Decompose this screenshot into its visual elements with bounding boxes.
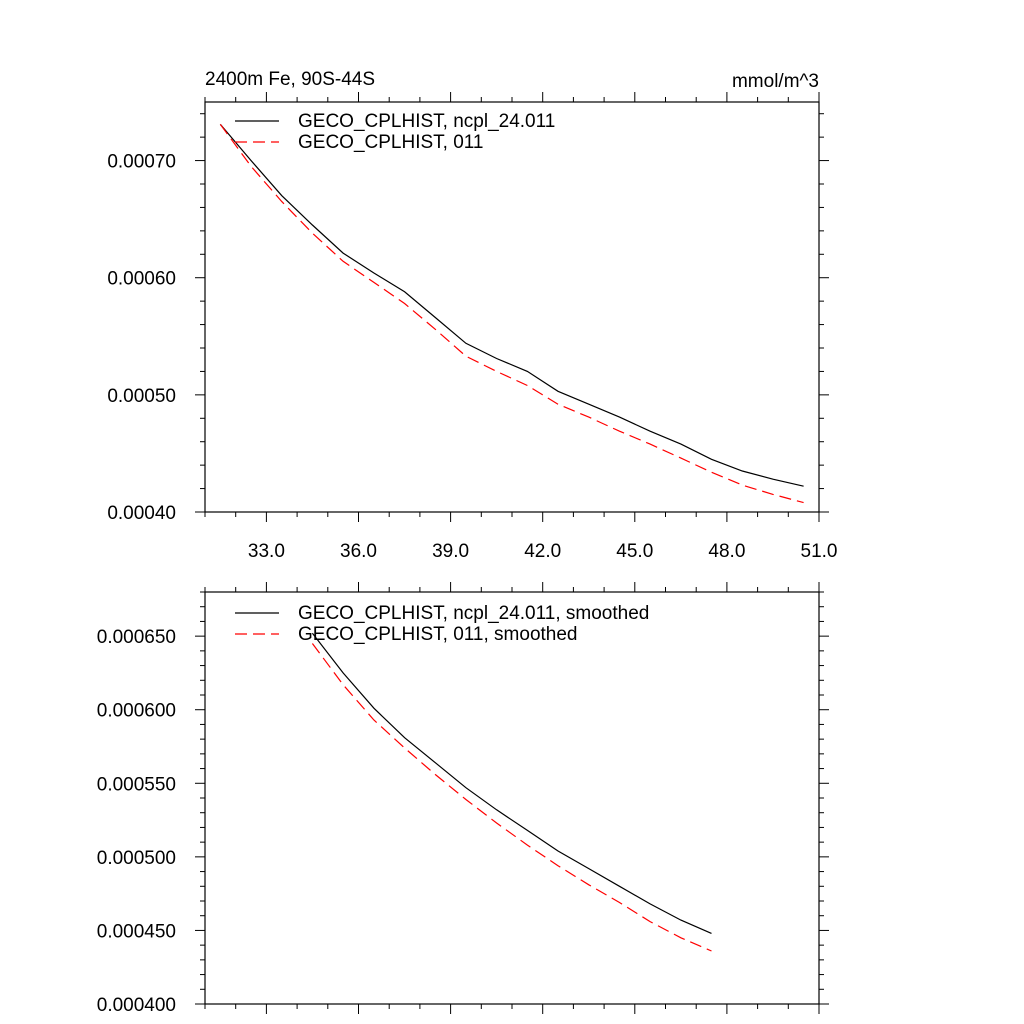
x-tick-label: 36.0: [340, 541, 377, 562]
x-tick-label: 45.0: [616, 541, 653, 562]
y-tick-label: 0.000450: [97, 921, 176, 942]
y-tick-label: 0.00040: [107, 503, 176, 524]
y-tick-label: 0.000500: [97, 848, 176, 869]
units-label: mmol/m^3: [732, 71, 819, 92]
bottom-panel: 0.000400 0.000450 0.000500 0.000550 0.000600…: [97, 582, 829, 1016]
legend-label-0: GECO_CPLHIST, ncpl_24.011: [298, 111, 555, 132]
plot-frame: [204, 101, 820, 513]
chart-title: 2400m Fe, 90S-44S: [205, 69, 375, 90]
series-line-0: [219, 123, 804, 487]
y-tick-label: 0.000550: [97, 774, 176, 795]
y-tick-label: 0.000600: [97, 701, 176, 722]
y-tick-label: 0.000650: [97, 627, 176, 648]
x-tick-label: 33.0: [248, 541, 285, 562]
y-tick-label: 0.00070: [107, 152, 176, 173]
top-panel: 33.0 36.0 39.0 42.0 45.0 48.0 51.0 0.00040 0.000…: [107, 69, 837, 562]
y-tick-label: 0.00060: [107, 269, 176, 290]
x-tick-label: 39.0: [432, 541, 469, 562]
series-line-1: [219, 123, 804, 504]
legend-label-0: GECO_CPLHIST, ncpl_24.011, smoothed: [298, 603, 649, 624]
y-tick-label: 0.00050: [107, 386, 176, 407]
x-tick-label: 48.0: [708, 541, 745, 562]
y-tick-label: 0.000400: [97, 995, 176, 1016]
x-tick-label: 42.0: [524, 541, 561, 562]
plot-frame: [204, 591, 820, 1005]
series-line-0: [311, 632, 712, 934]
series-line-1: [311, 643, 712, 952]
legend-label-1: GECO_CPLHIST, 011, smoothed: [298, 624, 578, 645]
x-tick-label: 51.0: [801, 541, 838, 562]
legend-label-1: GECO_CPLHIST, 011: [298, 132, 484, 153]
